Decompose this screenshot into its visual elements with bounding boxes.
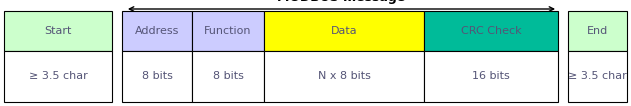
- Bar: [424, 51, 558, 102]
- Bar: [424, 11, 558, 51]
- Bar: [122, 11, 192, 51]
- Text: 8 bits: 8 bits: [213, 71, 244, 81]
- Text: 8 bits: 8 bits: [141, 71, 172, 81]
- Text: Data: Data: [331, 26, 357, 36]
- Bar: [4, 51, 112, 102]
- Text: 16 bits: 16 bits: [472, 71, 510, 81]
- Bar: [264, 51, 424, 102]
- Text: CRC Check: CRC Check: [461, 26, 521, 36]
- Text: ≥ 3.5 char: ≥ 3.5 char: [28, 71, 87, 81]
- Text: Address: Address: [135, 26, 179, 36]
- Text: N x 8 bits: N x 8 bits: [317, 71, 370, 81]
- Bar: [122, 51, 192, 102]
- Text: Function: Function: [204, 26, 252, 36]
- Bar: [192, 51, 264, 102]
- Bar: [568, 11, 627, 51]
- Bar: [192, 11, 264, 51]
- Bar: [4, 11, 112, 51]
- Text: MODBUS message: MODBUS message: [278, 0, 406, 4]
- Bar: [264, 11, 424, 51]
- Text: ≥ 3.5 char: ≥ 3.5 char: [568, 71, 627, 81]
- Text: End: End: [587, 26, 608, 36]
- Text: Start: Start: [44, 26, 72, 36]
- Bar: [568, 51, 627, 102]
